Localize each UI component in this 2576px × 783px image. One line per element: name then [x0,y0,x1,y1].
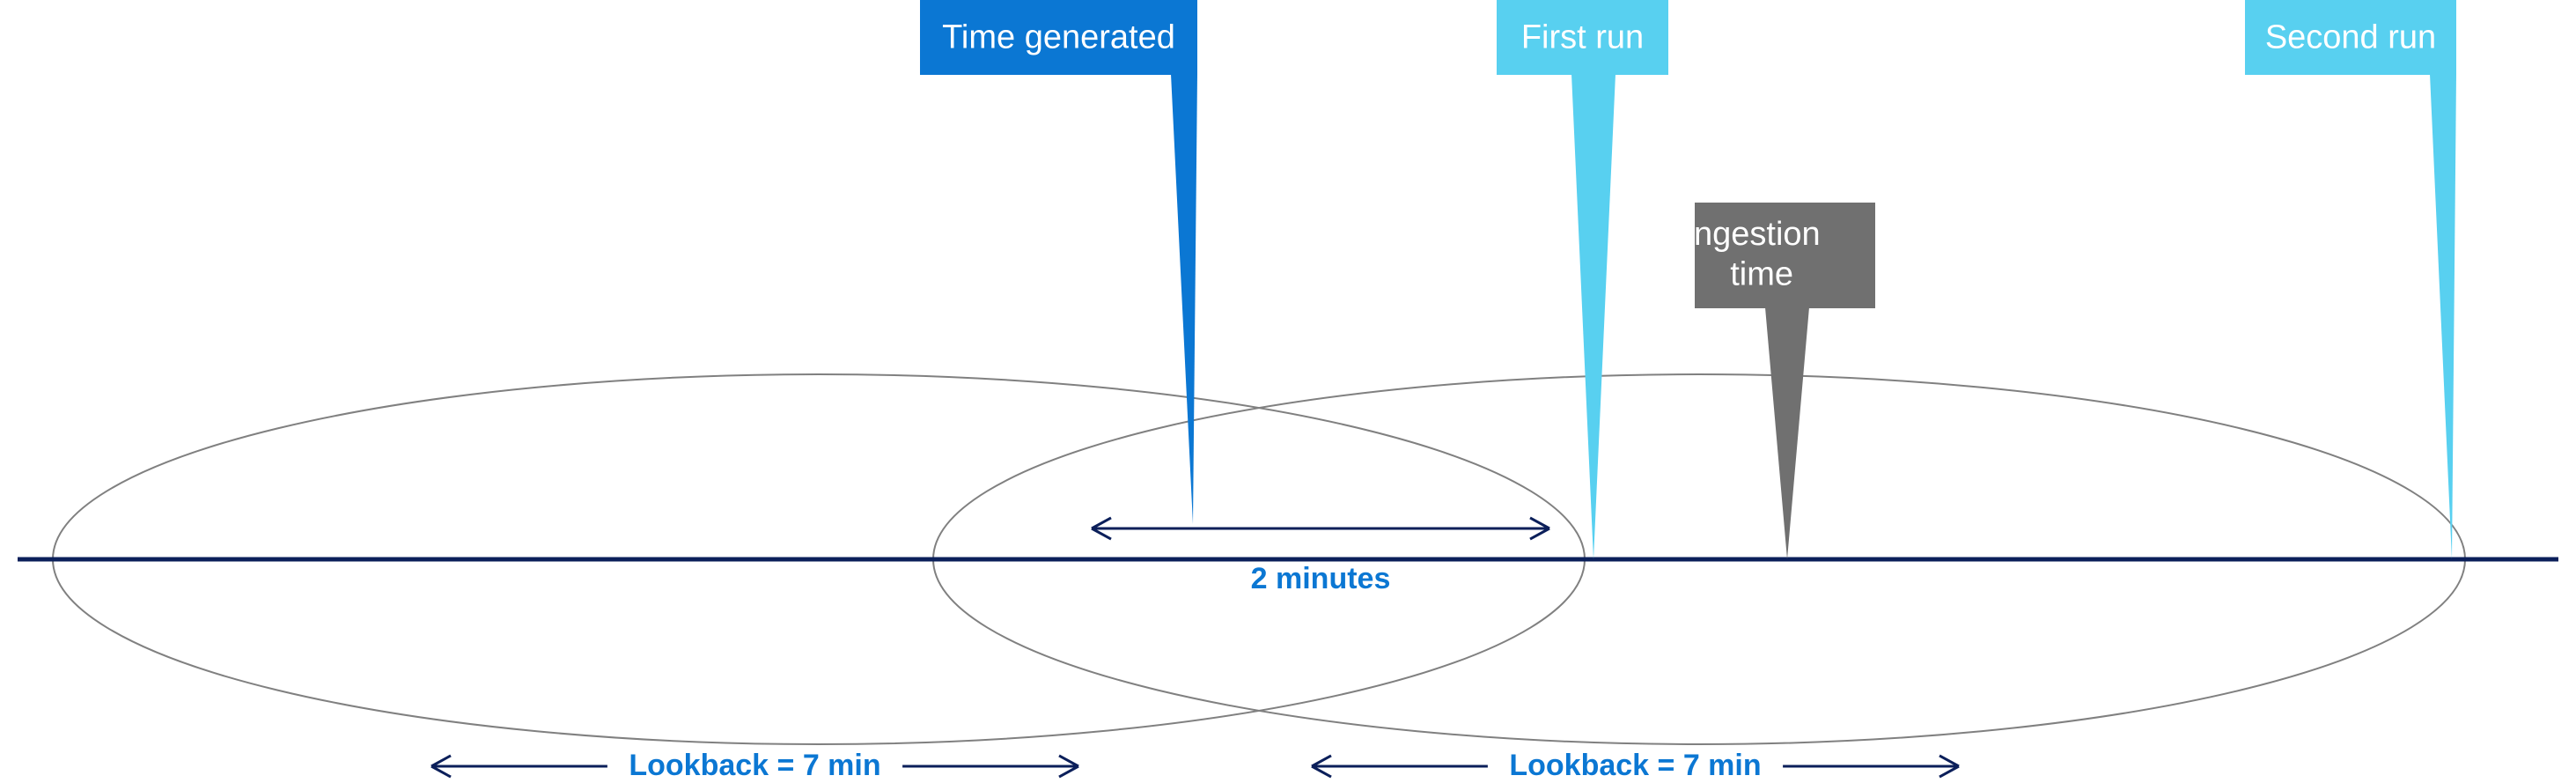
overlap-duration-label: 2 minutes [1251,562,1391,595]
callout-label: First run [1521,19,1644,56]
diagram-stage: 2 minutes Time generated First run Secon… [0,0,2576,783]
callout-tail [2430,74,2456,559]
callout-label: Second run [2265,19,2436,56]
callout-tail [1571,74,1616,559]
callout-second-run: Second run [2245,0,2456,559]
callout-label: Time generated [942,19,1175,56]
lookback-label-right: Lookback = 7 min [1509,749,1761,782]
callout-tail [1765,307,1809,559]
callout-tail [1171,74,1197,524]
lookback-label-left: Lookback = 7 min [629,749,880,782]
callout-first-run: First run [1497,0,1668,559]
diagram-svg: 2 minutes Time generated First run Secon… [0,0,2576,783]
overlap-arrow [1092,518,1549,539]
callout-time-generated: Time generated [920,0,1197,524]
